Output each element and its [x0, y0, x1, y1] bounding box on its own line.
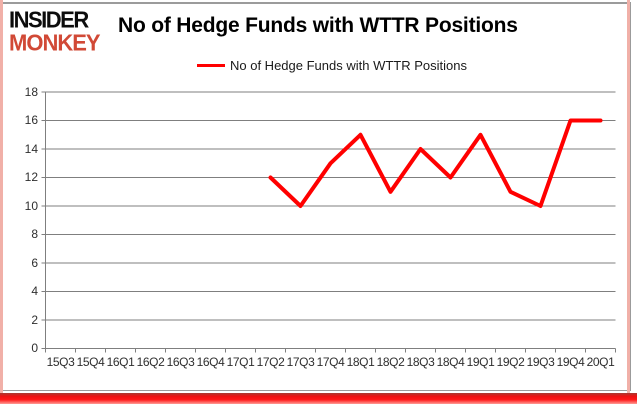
- y-tick-label: 16: [24, 113, 38, 127]
- series-line: [268, 118, 603, 208]
- x-tick-label: 18Q3: [406, 355, 435, 369]
- y-tick-label: 6: [31, 255, 38, 270]
- x-tick-label: 18Q1: [346, 355, 375, 369]
- legend-label: No of Hedge Funds with WTTR Positions: [230, 58, 467, 73]
- x-tick-label: 18Q4: [436, 355, 465, 369]
- x-tick-label: 17Q4: [316, 355, 345, 369]
- x-tick-label: 19Q2: [496, 355, 525, 369]
- x-tick-label: 20Q1: [586, 355, 615, 369]
- x-tick-label: 15Q4: [76, 355, 105, 369]
- y-tick-label: 8: [31, 227, 38, 241]
- insider-monkey-logo: INSIDER MONKEY: [9, 6, 117, 56]
- x-tick-label: 17Q2: [256, 355, 285, 369]
- chart-title: No of Hedge Funds with WTTR Positions: [118, 14, 518, 37]
- right-edge-accent: [627, 0, 630, 398]
- logo-line-insider: INSIDER: [9, 6, 89, 33]
- x-tick-label: 17Q1: [226, 355, 255, 369]
- y-tick-label: 0: [31, 341, 38, 355]
- x-tick-label: 19Q3: [526, 355, 555, 369]
- y-tick-label: 4: [31, 284, 38, 298]
- chart-frame: [3, 2, 631, 391]
- x-tick-label: 16Q2: [136, 355, 165, 369]
- x-tick-label: 19Q4: [556, 355, 585, 369]
- bottom-red-bar: [0, 393, 637, 404]
- y-tick-label: 18: [24, 84, 38, 99]
- x-tick-label: 18Q2: [376, 355, 405, 369]
- x-tick-label: 15Q3: [46, 355, 75, 369]
- x-tick-label: 16Q1: [106, 355, 135, 369]
- y-tick-label: 14: [24, 141, 38, 156]
- x-tick-label: 19Q1: [466, 355, 495, 369]
- legend-line-swatch: [197, 64, 225, 67]
- x-tick-label: 16Q4: [196, 355, 225, 369]
- y-tick-label: 12: [24, 170, 38, 184]
- y-tick-label: 2: [31, 312, 38, 327]
- y-tick-label: 10: [24, 198, 38, 213]
- legend: No of Hedge Funds with WTTR Positions: [197, 58, 467, 73]
- left-edge-accent: [0, 0, 3, 400]
- x-tick-label: 17Q3: [286, 355, 315, 369]
- x-tick-label: 16Q3: [166, 355, 195, 369]
- logo-line-monkey: MONKEY: [9, 29, 101, 56]
